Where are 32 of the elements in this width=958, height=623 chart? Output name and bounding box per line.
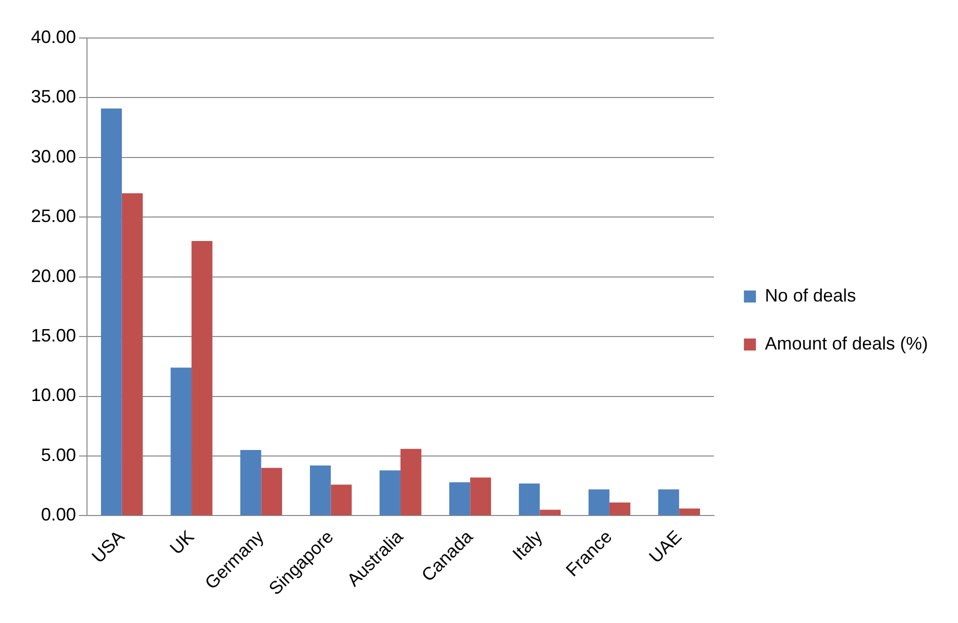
legend-label: No of deals xyxy=(764,285,856,306)
y-tick-label: 35.00 xyxy=(30,86,76,107)
y-tick-label: 40.00 xyxy=(30,26,76,47)
bar xyxy=(518,483,540,516)
bar xyxy=(609,502,630,516)
bar xyxy=(658,489,680,516)
bar xyxy=(100,108,122,516)
y-tick-label: 15.00 xyxy=(30,326,76,346)
y-tick-label: 20.00 xyxy=(30,266,76,286)
y-tick-label: 10.00 xyxy=(30,385,76,406)
bar xyxy=(588,489,610,516)
bar xyxy=(400,448,422,516)
y-tick-label: 30.00 xyxy=(30,146,76,166)
bar xyxy=(470,477,492,516)
bar xyxy=(170,368,192,516)
bar xyxy=(330,484,352,516)
x-tick-label: USA xyxy=(88,526,128,567)
x-tick-label: Italy xyxy=(508,526,546,564)
bar xyxy=(679,508,700,516)
bar xyxy=(240,450,262,516)
bar xyxy=(449,482,470,516)
bar xyxy=(192,241,212,516)
y-tick-label: 0.00 xyxy=(40,504,76,525)
bar xyxy=(261,468,282,516)
y-tick-label: 25.00 xyxy=(30,206,76,226)
bar xyxy=(540,510,561,516)
y-tick-label: 5.00 xyxy=(40,444,76,465)
legend-label: Amount of deals (%) xyxy=(764,333,928,354)
bar xyxy=(380,470,400,516)
bar xyxy=(310,466,331,516)
x-tick-label: UK xyxy=(166,526,198,558)
bar xyxy=(122,193,143,516)
